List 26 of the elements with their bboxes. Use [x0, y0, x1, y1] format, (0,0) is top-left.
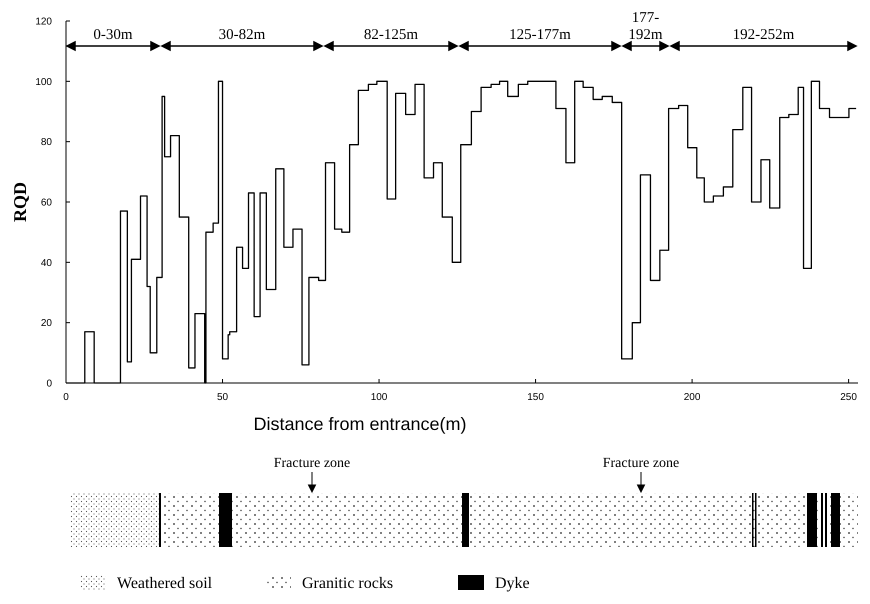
annotation: 177-192m	[628, 10, 663, 43]
y-tick-label: 20	[40, 318, 52, 330]
annotation: 0-30m	[93, 27, 133, 43]
x-tick-label: 50	[216, 392, 229, 403]
annotation: 82-125m	[364, 27, 418, 43]
y-tick-label: 40	[40, 258, 52, 269]
y-tick-label: 120	[35, 16, 52, 28]
text: Fracture zone	[602, 456, 680, 471]
text: Granitic rocks	[302, 575, 394, 592]
text: Fracture zone	[274, 456, 350, 471]
y-axis-title: RQD	[10, 182, 30, 222]
annotation: 125-177m	[509, 27, 572, 43]
y-tick-label: 0	[46, 378, 52, 390]
x-tick-label: 200	[684, 392, 701, 403]
x-tick-label: 250	[840, 392, 858, 403]
y-tick-label: 100	[35, 76, 52, 88]
text: Weathered soil	[117, 575, 213, 592]
x-tick-label: 0	[63, 392, 70, 403]
annotation: 192-252m	[732, 27, 795, 43]
x-tick-label: 100	[370, 392, 388, 403]
y-tick-label: 80	[40, 137, 52, 148]
x-tick-label: 150	[527, 392, 544, 403]
annotation: 30-82m	[218, 27, 266, 43]
y-tick-label: 60	[40, 198, 52, 208]
x-axis-title: Distance from entrance(m)	[253, 414, 467, 434]
text: Dyke	[495, 575, 530, 592]
